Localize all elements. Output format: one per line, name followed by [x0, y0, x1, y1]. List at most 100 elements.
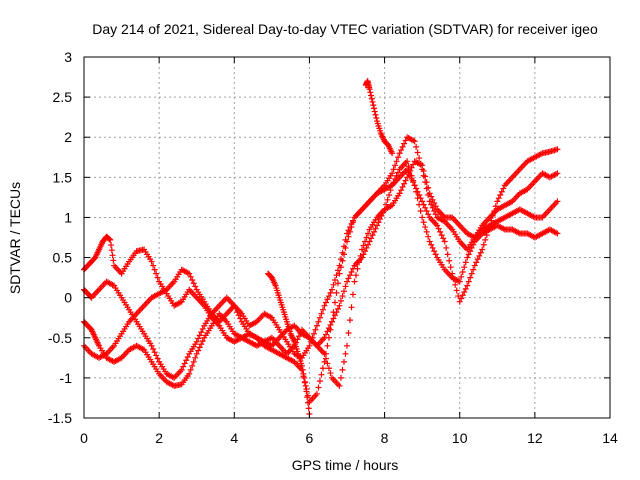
data-point	[404, 158, 411, 165]
data-point	[193, 338, 200, 345]
data-point	[554, 170, 561, 177]
data-point	[426, 190, 433, 197]
data-point	[189, 362, 196, 369]
data-point	[348, 304, 355, 311]
data-point	[300, 370, 307, 377]
data-point	[410, 179, 417, 186]
data-point	[334, 305, 341, 312]
data-point	[315, 384, 322, 391]
data-point	[303, 388, 310, 395]
data-point	[405, 163, 412, 170]
data-point	[404, 166, 411, 173]
data-point	[393, 158, 400, 165]
data-point	[108, 242, 115, 249]
data-point	[432, 251, 439, 258]
data-point	[353, 272, 360, 279]
data-point	[425, 211, 432, 218]
data-point	[330, 281, 337, 288]
data-point	[347, 224, 354, 231]
data-point	[189, 277, 196, 284]
data-point	[307, 338, 314, 345]
data-point	[372, 225, 379, 232]
data-point	[310, 330, 317, 337]
x-tick-labels: 0 2 4 6 8 10 12 14	[80, 430, 618, 446]
y-tick-label: 1.5	[53, 169, 73, 185]
data-point	[467, 248, 474, 255]
data-point	[483, 232, 490, 239]
data-point	[319, 306, 326, 313]
data-point	[464, 282, 471, 289]
data-point	[195, 347, 202, 354]
data-point	[477, 249, 484, 256]
data-point	[347, 272, 354, 279]
data-point	[423, 228, 430, 235]
data-point	[186, 370, 193, 377]
data-point	[375, 219, 382, 226]
data-point	[324, 296, 331, 303]
data-point	[371, 228, 378, 235]
data-point	[392, 162, 399, 169]
data-point	[491, 208, 498, 215]
data-point	[360, 251, 367, 258]
data-point	[316, 378, 323, 385]
data-point	[414, 188, 421, 195]
data-point	[411, 182, 418, 189]
data-point	[190, 280, 197, 287]
data-point	[480, 241, 487, 248]
data-point	[334, 267, 341, 274]
data-point	[333, 272, 340, 279]
y-tick-labels: -1.5 -1 -0.5 0 0.5 1 1.5 2 2.5 3	[48, 49, 72, 426]
data-point	[350, 265, 357, 272]
data-point	[304, 394, 311, 401]
data-point	[456, 298, 463, 305]
data-point	[301, 374, 308, 381]
x-tick-label: 2	[155, 430, 163, 446]
data-point	[425, 184, 432, 191]
y-tick-label: -1.5	[48, 410, 72, 426]
data-point	[461, 289, 468, 296]
data-point	[429, 196, 436, 203]
x-tick-label: 10	[452, 430, 468, 446]
data-point	[452, 281, 459, 288]
data-point	[495, 195, 502, 202]
data-point	[151, 266, 158, 273]
data-point	[426, 198, 433, 205]
series-track-6	[265, 270, 313, 417]
data-point	[429, 204, 436, 211]
data-point	[417, 195, 424, 202]
data-point	[333, 309, 340, 316]
data-point	[422, 204, 429, 211]
data-point	[148, 342, 155, 349]
data-point	[383, 201, 390, 208]
data-point	[459, 292, 466, 299]
data-point	[443, 244, 450, 251]
data-point	[359, 254, 366, 261]
data-point	[340, 288, 347, 295]
data-point	[474, 256, 481, 263]
data-point	[426, 238, 433, 245]
data-point	[449, 270, 456, 277]
y-tick-label: 2.5	[53, 89, 73, 105]
data-point	[455, 293, 462, 300]
x-tick-label: 12	[527, 430, 543, 446]
data-point	[389, 150, 396, 157]
data-point	[374, 222, 381, 229]
data-point	[184, 354, 191, 361]
data-point	[434, 222, 441, 229]
data-point	[350, 291, 357, 298]
data-point	[318, 310, 325, 317]
data-point	[345, 233, 352, 240]
data-point	[470, 241, 477, 248]
data-point	[324, 342, 331, 349]
data-point	[337, 256, 344, 263]
data-point	[336, 262, 343, 269]
data-point	[395, 154, 402, 161]
data-point	[402, 137, 409, 144]
data-point	[462, 285, 469, 292]
data-point	[408, 175, 415, 182]
data-point	[192, 283, 199, 290]
data-point	[425, 233, 432, 240]
data-point	[422, 224, 429, 231]
data-point	[488, 217, 495, 224]
data-point	[369, 98, 376, 105]
